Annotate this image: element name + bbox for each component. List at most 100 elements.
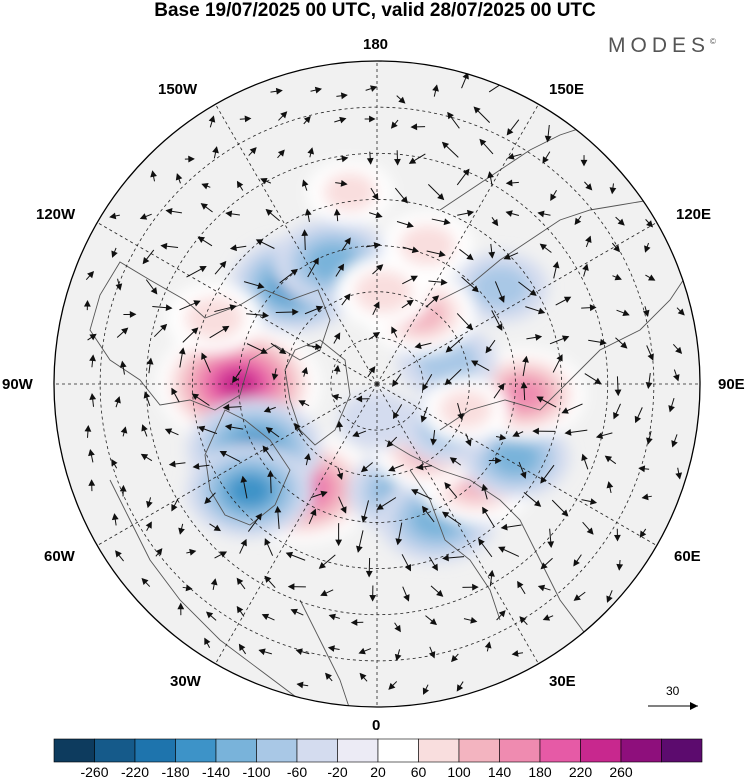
colorbar-tick-label: 20 — [370, 764, 386, 780]
wind-arrow — [369, 211, 383, 219]
wind-arrow — [484, 641, 492, 652]
wind-arrow — [564, 428, 588, 436]
wind-arrow — [247, 513, 262, 532]
lon-label-150e: 150E — [549, 81, 585, 98]
wind-arrow — [265, 427, 280, 438]
wind-arrow — [449, 457, 462, 466]
wind-arrow — [222, 403, 242, 411]
wind-arrow — [506, 119, 520, 136]
wind-arrow — [498, 546, 520, 557]
wind-arrow — [89, 354, 96, 368]
wind-arrow — [178, 347, 186, 368]
wind-arrow — [333, 332, 341, 344]
wind-arrow — [145, 521, 152, 532]
wind-arrow — [304, 453, 311, 466]
wind-arrow — [116, 327, 129, 338]
wind-arrow — [301, 179, 309, 191]
wind-arrow — [171, 387, 180, 403]
wind-arrow — [341, 293, 351, 306]
wind-arrow — [364, 115, 376, 123]
colorbar-tick-label: -100 — [242, 764, 271, 780]
wind-arrow — [372, 264, 384, 275]
latitude-circle — [192, 199, 562, 569]
wind-arrow — [642, 306, 650, 317]
wind-arrow — [265, 208, 280, 222]
wind-arrow — [336, 467, 344, 480]
lon-label-180: 180 — [363, 36, 389, 53]
graticule — [54, 61, 700, 707]
wind-arrow — [336, 155, 349, 163]
wind-arrow — [214, 551, 228, 559]
wind-arrow — [456, 313, 474, 331]
wind-arrow — [352, 430, 367, 438]
wind-arrow — [540, 557, 553, 570]
wind-arrow — [518, 281, 537, 296]
wind-arrow — [396, 221, 414, 229]
wind-arrow — [287, 583, 306, 591]
wind-arrow — [540, 464, 555, 484]
anomaly-field — [157, 160, 586, 563]
wind-arrow — [639, 528, 647, 538]
wind-arrow — [360, 462, 374, 473]
wind-arrow — [532, 427, 556, 435]
wind-arrow — [525, 306, 546, 315]
wind-arrow — [164, 428, 179, 436]
wind-arrow — [197, 236, 213, 247]
wind-arrow — [673, 369, 680, 382]
wind-arrow — [505, 210, 520, 217]
wind-arrow — [646, 430, 653, 445]
wind-arrow — [410, 123, 426, 131]
coastlines — [89, 124, 700, 707]
colorbar-swatch — [418, 738, 460, 763]
wind-arrow — [396, 95, 406, 104]
wind-arrow — [260, 177, 272, 185]
wind-arrow — [551, 499, 569, 517]
wind-arrow — [141, 424, 148, 437]
wind-arrow — [115, 550, 124, 562]
wind-arrow — [294, 422, 303, 436]
wind-arrow — [246, 311, 270, 319]
colorbar-tick-label: 60 — [410, 764, 427, 780]
wind-arrow — [421, 505, 435, 523]
colorbar-swatch — [539, 738, 581, 763]
wind-arrow — [445, 336, 464, 353]
wind-arrow — [232, 369, 242, 384]
wind-arrow — [87, 333, 97, 341]
wind-arrow — [366, 151, 374, 165]
wind-arrow — [614, 376, 622, 397]
map-boundary — [53, 60, 701, 708]
wind-arrow — [336, 92, 348, 100]
colorbar-tick-label: -260 — [80, 764, 109, 780]
wind-arrow — [493, 383, 505, 399]
wind-arrow — [152, 304, 173, 312]
reference-vector — [648, 702, 698, 710]
wind-arrow — [201, 183, 211, 190]
wind-arrow — [451, 653, 459, 663]
wind-arrow — [539, 243, 552, 253]
wind-arrow — [204, 492, 216, 504]
wind-arrow — [394, 622, 401, 633]
wind-arrow — [325, 672, 333, 682]
wind-arrow — [402, 246, 420, 254]
wind-arrow — [505, 179, 519, 187]
wind-arrow — [411, 489, 433, 500]
colorbar-swatch — [215, 738, 257, 763]
wind-arrow — [120, 426, 128, 437]
colorbar-tick-label: 260 — [609, 764, 633, 780]
wind-arrow — [638, 465, 650, 473]
wind-arrow — [507, 153, 522, 160]
wind-arrow — [355, 395, 370, 403]
colorbar-swatch — [377, 738, 419, 763]
wind-arrow — [584, 181, 593, 191]
wind-arrow — [517, 580, 526, 595]
wind-arrow — [537, 584, 551, 592]
colorbar-swatch — [580, 738, 622, 763]
wind-arrow — [304, 208, 312, 223]
wind-arrow — [139, 213, 152, 220]
wind-arrow — [615, 216, 625, 226]
wind-arrow — [114, 396, 121, 408]
wind-arrow — [160, 242, 179, 250]
wind-arrow — [401, 299, 414, 309]
wind-arrow — [573, 591, 586, 601]
wind-arrow — [520, 381, 528, 401]
